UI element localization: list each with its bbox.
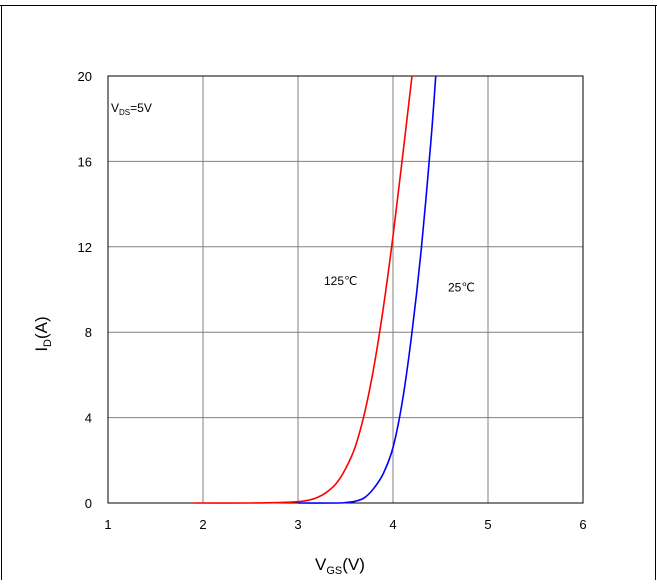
series-line-1: [297, 75, 437, 504]
condition-label: VDS=5V: [111, 101, 152, 117]
y-tick-label-3: 12: [78, 240, 92, 255]
y-tick-label-4: 16: [78, 154, 92, 169]
series-line-0: [193, 75, 413, 504]
x-tick-label-5: 6: [579, 517, 586, 532]
y-tick-label-2: 8: [85, 325, 92, 340]
curve-label-0: 125℃: [324, 274, 358, 288]
x-tick-label-2: 3: [294, 517, 301, 532]
curve-label-1: 25℃: [448, 281, 475, 295]
x-tick-label-3: 4: [389, 517, 396, 532]
x-tick-label-4: 5: [484, 517, 491, 532]
x-tick-label-1: 2: [199, 517, 206, 532]
annotations-group: 125℃ 25℃: [324, 274, 475, 294]
y-tick-label-1: 4: [85, 411, 92, 426]
y-axis-label: ID(A): [32, 316, 54, 351]
y-tick-label-0: 0: [85, 496, 92, 511]
y-tick-label-5: 20: [78, 69, 92, 84]
series-group: [193, 75, 437, 504]
x-tick-label-0: 1: [104, 517, 111, 532]
grid: [107, 75, 584, 504]
x-axis-label: VGS(V): [315, 555, 365, 577]
plot-area-border: [107, 75, 584, 504]
